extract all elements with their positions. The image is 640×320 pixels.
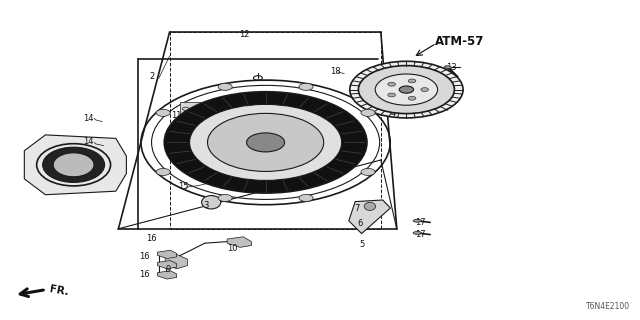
Text: 14: 14: [83, 162, 93, 171]
Text: 16: 16: [140, 252, 150, 261]
Ellipse shape: [53, 153, 94, 177]
Text: 11: 11: [171, 111, 181, 120]
Text: ATM-57: ATM-57: [435, 35, 484, 48]
Ellipse shape: [207, 113, 324, 172]
Text: 9: 9: [165, 265, 170, 274]
Text: 7: 7: [354, 204, 359, 212]
Ellipse shape: [361, 168, 375, 175]
Ellipse shape: [413, 232, 422, 234]
Ellipse shape: [164, 92, 367, 193]
Text: 10: 10: [227, 244, 237, 253]
Ellipse shape: [421, 88, 429, 92]
Text: 15: 15: [168, 126, 178, 135]
Text: T6N4E2100: T6N4E2100: [586, 302, 630, 311]
Ellipse shape: [444, 66, 452, 69]
Text: 8: 8: [53, 155, 58, 164]
Text: 16: 16: [146, 234, 157, 243]
Ellipse shape: [408, 79, 416, 83]
Text: 18: 18: [330, 67, 340, 76]
Ellipse shape: [202, 196, 221, 209]
Text: 17: 17: [415, 230, 426, 239]
Text: 5: 5: [360, 240, 365, 249]
Ellipse shape: [399, 86, 413, 93]
Ellipse shape: [408, 96, 416, 100]
Ellipse shape: [364, 203, 376, 211]
Text: 15: 15: [178, 182, 188, 191]
Ellipse shape: [413, 220, 422, 222]
Polygon shape: [157, 271, 177, 279]
Text: 4: 4: [390, 109, 396, 118]
Text: 3: 3: [204, 201, 209, 210]
Text: 13: 13: [446, 63, 457, 72]
Text: 14: 14: [83, 137, 93, 146]
Ellipse shape: [189, 104, 342, 180]
Text: 6: 6: [357, 219, 362, 228]
Text: FR.: FR.: [49, 284, 70, 298]
Text: 17: 17: [415, 218, 426, 227]
Ellipse shape: [375, 74, 438, 105]
Ellipse shape: [218, 195, 232, 202]
Ellipse shape: [361, 109, 375, 116]
Polygon shape: [165, 254, 188, 269]
Ellipse shape: [43, 147, 104, 182]
Text: 1: 1: [234, 172, 239, 181]
Text: 1: 1: [321, 147, 326, 156]
Ellipse shape: [299, 195, 313, 202]
Ellipse shape: [156, 168, 170, 175]
Polygon shape: [24, 135, 127, 195]
Ellipse shape: [156, 109, 170, 116]
Text: 14: 14: [83, 114, 93, 123]
Ellipse shape: [358, 66, 454, 114]
Ellipse shape: [218, 83, 232, 90]
Ellipse shape: [388, 82, 396, 86]
Text: 12: 12: [239, 30, 249, 39]
Text: 16: 16: [140, 270, 150, 279]
Polygon shape: [349, 200, 390, 234]
Text: 1: 1: [269, 139, 274, 148]
Polygon shape: [157, 260, 177, 269]
Ellipse shape: [349, 61, 463, 118]
Bar: [170, 32, 381, 229]
Polygon shape: [157, 250, 177, 259]
Text: 2: 2: [149, 72, 154, 81]
Polygon shape: [227, 237, 252, 247]
Ellipse shape: [388, 93, 396, 97]
Polygon shape: [180, 102, 206, 115]
Ellipse shape: [299, 83, 313, 90]
Ellipse shape: [246, 133, 285, 152]
